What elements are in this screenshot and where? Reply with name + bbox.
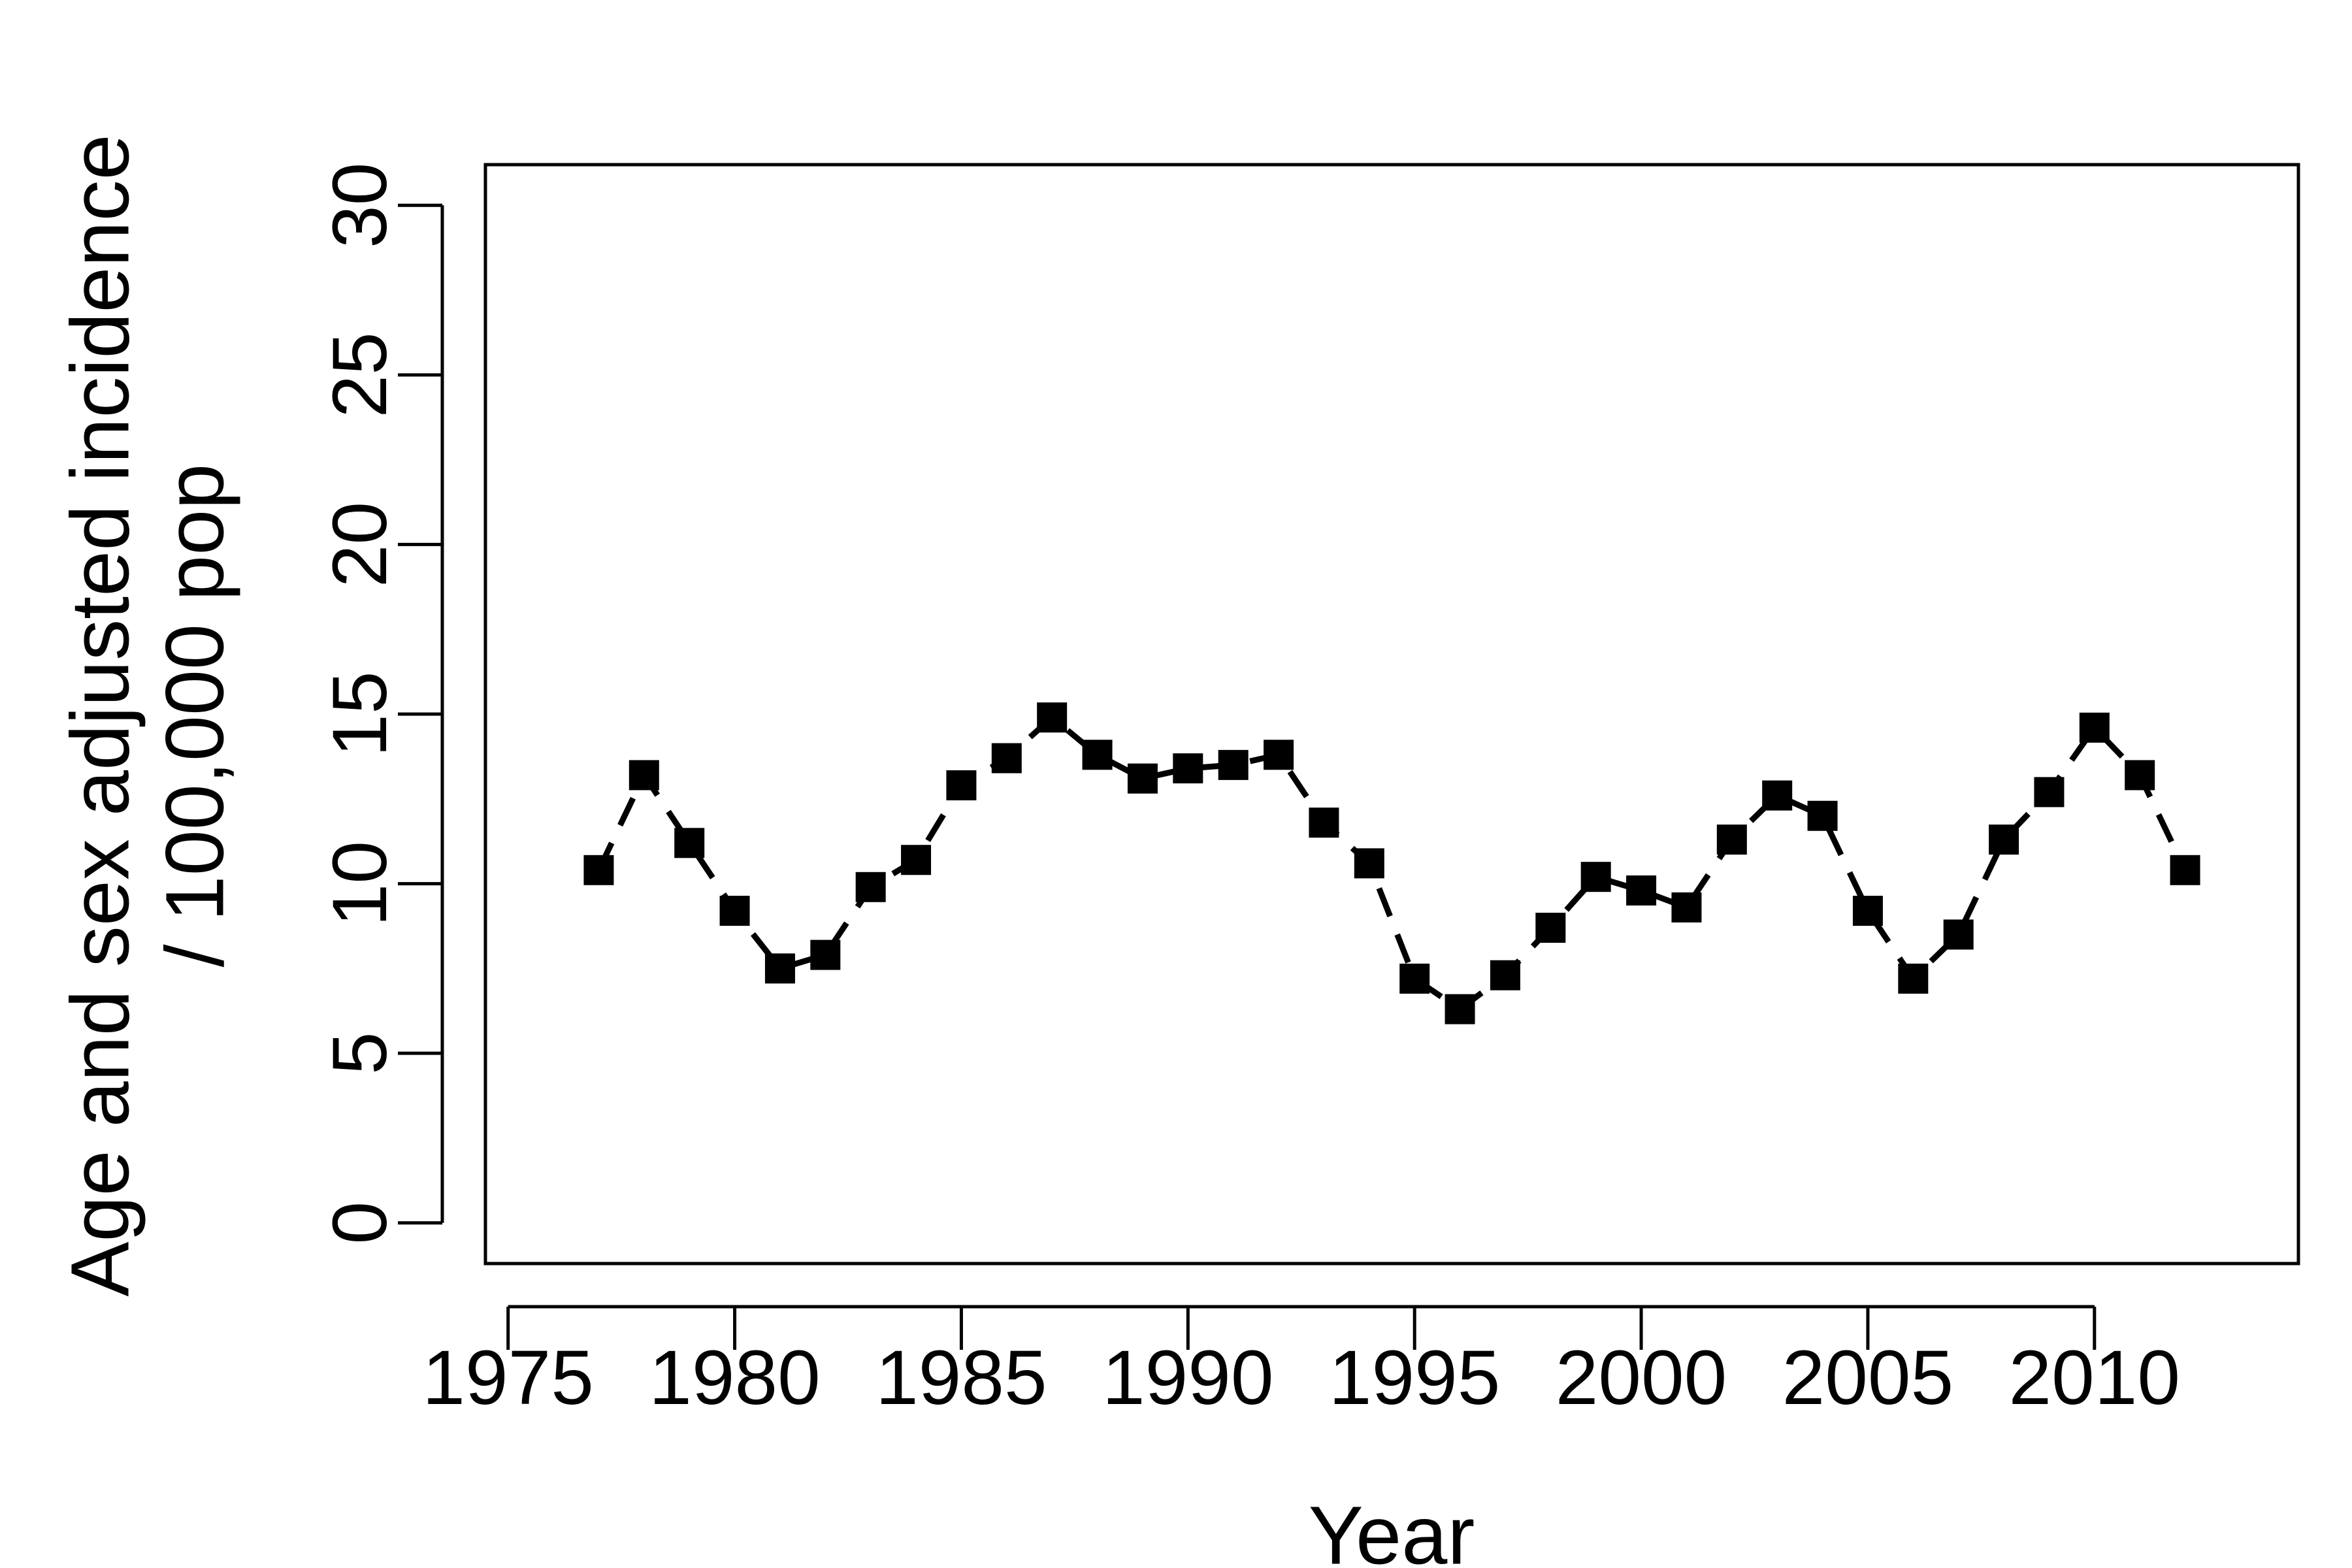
marker	[1671, 892, 1702, 923]
marker	[629, 760, 659, 791]
x-tick-label: 1990	[1102, 1335, 1274, 1421]
marker	[1762, 780, 1793, 811]
marker	[946, 770, 977, 801]
y-tick-label: 30	[317, 163, 403, 248]
marker	[1445, 994, 1475, 1024]
marker	[1264, 740, 1294, 770]
y-tick-label: 0	[317, 1201, 403, 1245]
y-tick-label: 5	[317, 1032, 403, 1075]
marker	[1354, 848, 1384, 879]
marker	[1037, 702, 1068, 733]
x-axis-label: Year	[1309, 1489, 1475, 1568]
marker	[719, 896, 750, 926]
marker	[855, 872, 886, 902]
marker	[1626, 875, 1657, 906]
marker	[2079, 712, 2110, 743]
marker	[1309, 808, 1339, 838]
y-axis-label: / 100,000 pop	[148, 464, 240, 968]
marker	[583, 855, 614, 885]
y-tick-label: 15	[317, 671, 403, 757]
marker	[1989, 825, 2019, 855]
marker	[1535, 913, 1566, 943]
plot-box	[483, 163, 2300, 1266]
x-tick-label: 2005	[1782, 1335, 1954, 1421]
marker	[1490, 960, 1520, 990]
marker	[991, 743, 1022, 774]
marker	[1127, 763, 1158, 794]
y-axis-label: Age and sex adjusted incidence	[54, 134, 146, 1296]
x-tick-label: 1985	[875, 1335, 1047, 1421]
marker	[674, 828, 705, 858]
y-tick-label: 20	[317, 502, 403, 587]
marker	[764, 953, 795, 984]
marker	[810, 939, 841, 970]
marker	[1943, 919, 1974, 950]
marker	[1173, 753, 1203, 784]
marker	[2034, 777, 2065, 808]
marker	[1580, 862, 1611, 892]
marker	[1898, 963, 1929, 994]
x-tick-label: 2010	[2009, 1335, 2181, 1421]
marker	[1716, 825, 1747, 855]
marker	[1399, 963, 1430, 994]
y-tick-label: 25	[317, 332, 403, 417]
x-tick-label: 1975	[422, 1335, 594, 1421]
marker	[1218, 749, 1249, 780]
marker	[2170, 855, 2200, 885]
x-tick-label: 1995	[1329, 1335, 1501, 1421]
marker	[1082, 740, 1113, 770]
marker	[1807, 800, 1838, 831]
y-tick-label: 10	[317, 841, 403, 926]
marker	[901, 845, 932, 875]
marker	[1852, 896, 1883, 926]
marker	[2125, 760, 2155, 791]
x-tick-label: 2000	[1556, 1335, 1727, 1421]
x-tick-label: 1980	[649, 1335, 821, 1421]
